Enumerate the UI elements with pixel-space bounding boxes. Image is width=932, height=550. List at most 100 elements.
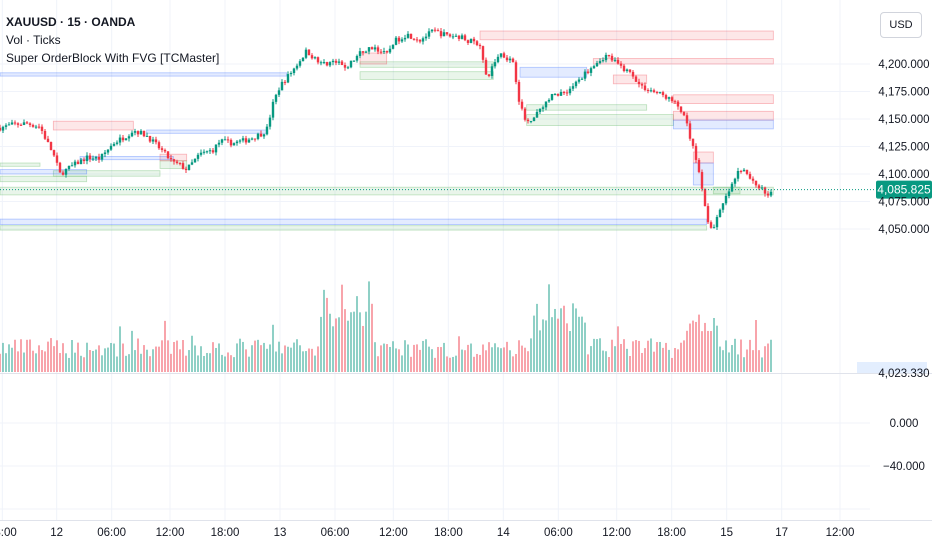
volume-bar bbox=[713, 318, 715, 372]
fvg-zone bbox=[692, 162, 714, 186]
candle-up bbox=[598, 61, 602, 64]
volume-bar bbox=[467, 344, 469, 372]
volume-bar bbox=[20, 339, 22, 372]
volume-bar bbox=[17, 351, 19, 372]
candle-down bbox=[148, 135, 152, 142]
volume-bar bbox=[503, 347, 505, 372]
candle-down bbox=[16, 123, 20, 125]
bearish-ob-zone bbox=[672, 94, 774, 105]
volume-bar bbox=[14, 339, 16, 372]
candle-down bbox=[175, 161, 179, 164]
candle-down bbox=[0, 127, 2, 131]
volume-bar bbox=[125, 355, 127, 372]
volume-bar bbox=[224, 356, 226, 372]
volume-bar bbox=[176, 340, 178, 372]
candle-down bbox=[439, 31, 443, 37]
candle-down bbox=[211, 150, 215, 153]
volume-bar bbox=[308, 348, 310, 372]
volume-bar bbox=[530, 338, 532, 372]
candle-up bbox=[4, 125, 8, 127]
volume-bar bbox=[407, 344, 409, 372]
fvg-zone bbox=[519, 66, 588, 78]
candle-down bbox=[40, 126, 44, 131]
volume-bar bbox=[329, 313, 331, 372]
volume-bar bbox=[452, 356, 454, 372]
volume-bar bbox=[674, 348, 676, 372]
volume-bar bbox=[470, 343, 472, 372]
price-tick-label: 4,150.000 bbox=[878, 114, 929, 126]
volume-bar bbox=[212, 342, 214, 372]
volume-bar bbox=[512, 356, 514, 372]
candle-up bbox=[559, 92, 563, 96]
volume-bar bbox=[560, 308, 562, 372]
candle-up bbox=[529, 121, 533, 123]
volume-bar bbox=[374, 342, 376, 372]
time-tick-label: 12:00 bbox=[602, 527, 631, 539]
candle-up bbox=[424, 36, 428, 39]
candle-down bbox=[640, 84, 644, 86]
bearish-ob-zone bbox=[479, 30, 774, 41]
volume-indicator-label[interactable]: Vol · Ticks bbox=[6, 33, 61, 47]
volume-bar bbox=[188, 350, 190, 372]
volume-bar bbox=[761, 357, 763, 372]
volume-bar bbox=[686, 330, 688, 372]
candle-down bbox=[436, 30, 440, 32]
volume-bar bbox=[752, 350, 754, 372]
fvg-zone bbox=[0, 169, 88, 175]
candle-up bbox=[403, 37, 407, 40]
candle-up bbox=[190, 162, 194, 165]
volume-bar bbox=[611, 339, 613, 372]
candle-up bbox=[355, 55, 359, 61]
symbol-title[interactable]: XAUUSD · 15 · OANDA bbox=[6, 15, 136, 29]
volume-bar bbox=[737, 354, 739, 372]
partial-price-label: 4,023.330 bbox=[878, 368, 929, 380]
volume-bar bbox=[704, 322, 706, 372]
volume-bar bbox=[29, 339, 31, 372]
candle-up bbox=[736, 171, 740, 179]
volume-bar bbox=[770, 339, 772, 372]
lower-tick-label: 0.000 bbox=[890, 418, 919, 430]
volume-bar bbox=[62, 343, 64, 372]
candle-up bbox=[469, 38, 473, 43]
volume-bar bbox=[656, 342, 658, 372]
currency-button[interactable]: USD bbox=[880, 12, 922, 38]
volume-bar bbox=[767, 343, 769, 372]
candle-up bbox=[337, 61, 341, 63]
volume-bar bbox=[506, 341, 508, 372]
price-tick-label: 4,125.000 bbox=[878, 142, 929, 154]
candle-up bbox=[532, 117, 536, 122]
volume-bar bbox=[254, 340, 256, 372]
volume-bar bbox=[554, 308, 556, 372]
volume-bar bbox=[227, 352, 229, 372]
bearish-ob-zone bbox=[692, 151, 714, 164]
candle-up bbox=[292, 68, 296, 74]
volume-bar bbox=[455, 355, 457, 372]
candlestick-series[interactable] bbox=[0, 27, 773, 230]
candle-down bbox=[58, 162, 62, 173]
candle-down bbox=[37, 126, 41, 128]
volume-bar bbox=[182, 340, 184, 372]
volume-bar bbox=[305, 351, 307, 372]
candle-down bbox=[310, 55, 314, 59]
candle-down bbox=[703, 188, 707, 207]
candle-down bbox=[283, 81, 287, 83]
volume-bar bbox=[347, 320, 349, 372]
price-tick-label: 4,200.000 bbox=[878, 59, 929, 71]
candle-up bbox=[442, 32, 446, 37]
candle-down bbox=[13, 122, 17, 124]
candle-up bbox=[358, 51, 362, 56]
candle-down bbox=[478, 45, 482, 47]
candle-down bbox=[652, 90, 656, 93]
candle-down bbox=[376, 47, 380, 52]
fvg-zone bbox=[0, 218, 708, 226]
volume-bar bbox=[86, 342, 88, 372]
time-tick-label: 14 bbox=[497, 527, 510, 539]
volume-bar bbox=[185, 355, 187, 372]
volume-bar bbox=[701, 331, 703, 372]
orderblock-indicator-label[interactable]: Super OrderBlock With FVG [TCMaster] bbox=[6, 51, 220, 65]
volume-bar bbox=[365, 311, 367, 372]
bearish-ob-zone bbox=[359, 52, 388, 65]
volume-bar bbox=[479, 354, 481, 372]
